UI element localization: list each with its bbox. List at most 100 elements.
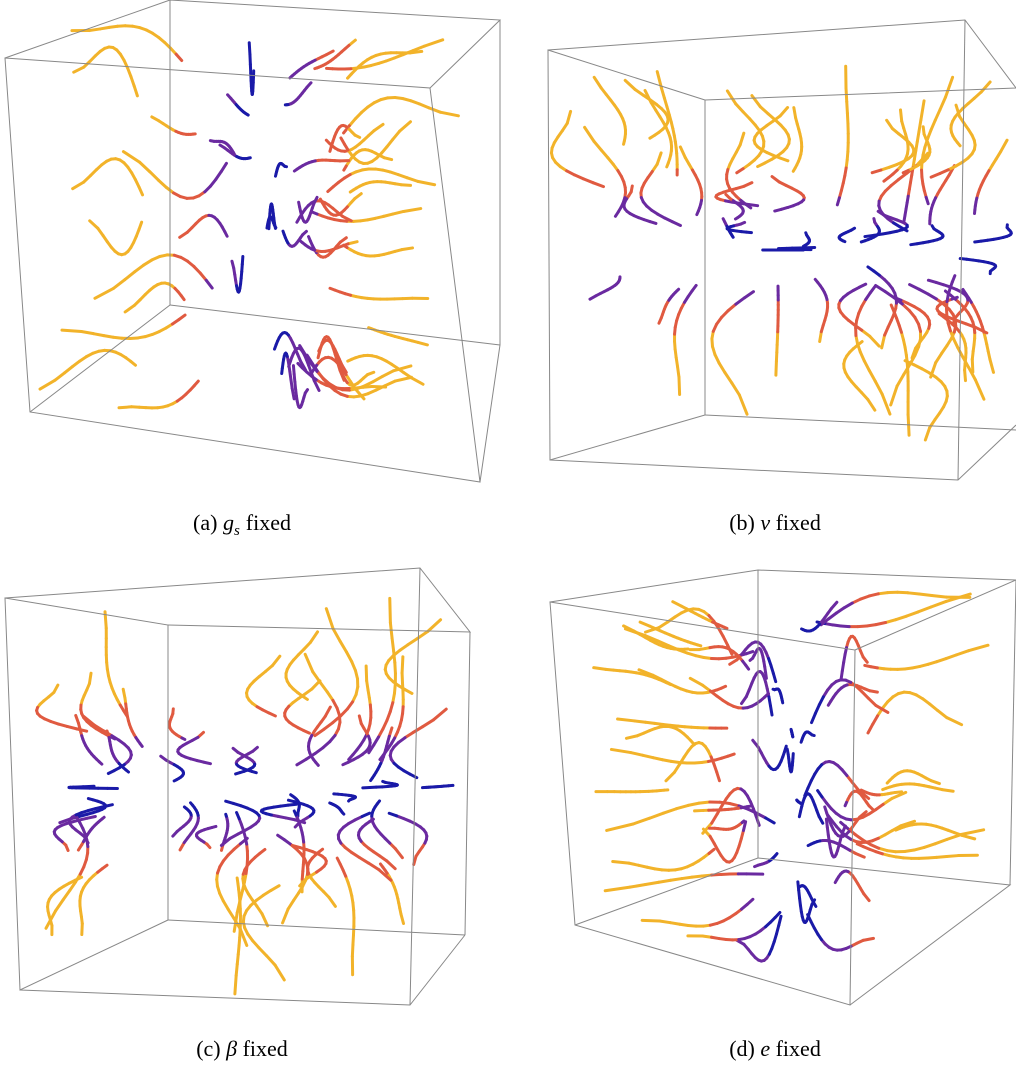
caption-tag: (c)	[196, 1036, 220, 1061]
streamline-segment	[857, 788, 871, 800]
streamline-segment	[865, 623, 878, 628]
streamline-segment	[61, 888, 72, 902]
streamline-segment	[133, 263, 146, 274]
streamline-segment	[322, 721, 335, 731]
streamline-segment	[963, 368, 967, 383]
streamline-segment	[929, 118, 937, 132]
streamline-segment	[79, 330, 96, 336]
streamline-segment	[813, 277, 820, 284]
streamline-segment	[223, 230, 229, 238]
streamline-segment	[98, 25, 111, 31]
streamline-segment	[344, 650, 354, 663]
streamline-segment	[924, 195, 930, 206]
streamline-segment	[382, 212, 395, 218]
streamline-segment	[624, 734, 639, 740]
streamline-segment	[874, 621, 888, 627]
caption-text: fixed	[243, 1036, 288, 1061]
streamline-segment	[741, 820, 748, 832]
streamline-segment	[405, 176, 420, 183]
streamline-segment	[350, 659, 357, 672]
streamline-segment	[102, 803, 114, 809]
streamline-segment	[664, 770, 676, 783]
streamline-segment	[398, 120, 412, 133]
streamline-segment	[398, 643, 410, 652]
streamline-segment	[292, 167, 299, 173]
streamline-segment	[701, 683, 712, 693]
streamline-segment	[737, 393, 749, 416]
streamline-segment	[658, 919, 673, 925]
streamline-segment	[755, 811, 768, 820]
caption-tag: (a)	[193, 510, 217, 535]
streamline-segment	[756, 161, 767, 169]
streamline-segment	[973, 325, 989, 335]
streamline-segment	[255, 904, 264, 916]
streamline-segment	[174, 52, 184, 63]
streamline-segment	[87, 671, 93, 686]
streamline-segment	[912, 363, 924, 371]
streamline-segment	[71, 180, 86, 191]
streamline-segment	[304, 752, 317, 761]
streamline-segment	[676, 365, 681, 379]
streamline-segment	[725, 89, 738, 106]
caption-text: fixed	[246, 510, 291, 535]
cube-d	[549, 569, 1016, 1006]
streamline-segment	[871, 714, 880, 726]
box-edge	[957, 19, 966, 481]
streamline-segment	[311, 670, 322, 685]
streamline-segment	[406, 637, 419, 647]
streamline-segment	[369, 776, 374, 783]
streamline-segment	[313, 66, 319, 71]
streamline-segment	[935, 657, 948, 664]
streamline-segment	[74, 872, 82, 884]
streamline-segment	[605, 822, 635, 832]
streamline-segment	[690, 874, 704, 879]
streamline-segment	[100, 863, 109, 871]
streamline-segment	[438, 110, 460, 118]
streamline-segment	[328, 801, 333, 806]
streamline-segment	[366, 861, 381, 872]
streamline-segment	[273, 172, 278, 178]
streamline-segment	[717, 361, 727, 375]
streamline-segment	[935, 854, 949, 859]
streamline-segment	[72, 65, 86, 74]
box-edge	[547, 19, 1016, 101]
streamline-segment	[917, 287, 930, 296]
streamline-segment	[940, 344, 949, 355]
streamline-segment	[286, 802, 298, 807]
streamline-segment	[669, 921, 682, 926]
streamline-segment	[979, 80, 992, 94]
streamline-segment	[773, 207, 783, 213]
streamline-segment	[723, 371, 734, 385]
streamline-segment	[651, 756, 665, 762]
streamline-segment	[347, 117, 357, 128]
streamline-segment	[778, 156, 790, 163]
streamline-segment	[827, 611, 838, 621]
streamline-segment	[416, 340, 429, 347]
streamline-segment	[383, 379, 397, 388]
streamline-segment	[899, 819, 917, 828]
cube-b	[547, 19, 1016, 481]
streamline-segment	[644, 880, 661, 887]
streamline-segment	[54, 898, 65, 913]
streamline-segment	[357, 855, 370, 865]
streamline-segment	[280, 366, 284, 376]
streamline-segment	[745, 804, 752, 809]
streamline-segment	[611, 860, 631, 865]
box-edge	[1009, 579, 1016, 886]
streamline-segment	[258, 847, 267, 855]
streamline-segment	[338, 639, 348, 654]
streamline-segment	[792, 106, 798, 120]
streamline-segment	[97, 760, 104, 766]
streamline-segment	[87, 27, 102, 33]
streamline-segment	[371, 374, 384, 384]
streamline-segment	[303, 652, 315, 674]
box-edge	[757, 857, 1012, 1006]
streamline-segment	[674, 803, 690, 811]
streamline-segment	[648, 133, 657, 140]
streamline-segment	[341, 760, 350, 767]
streamline-segment	[328, 286, 337, 292]
streamline-segment	[988, 357, 995, 374]
streamline-segment	[224, 812, 228, 818]
streamline-segment	[228, 832, 240, 840]
